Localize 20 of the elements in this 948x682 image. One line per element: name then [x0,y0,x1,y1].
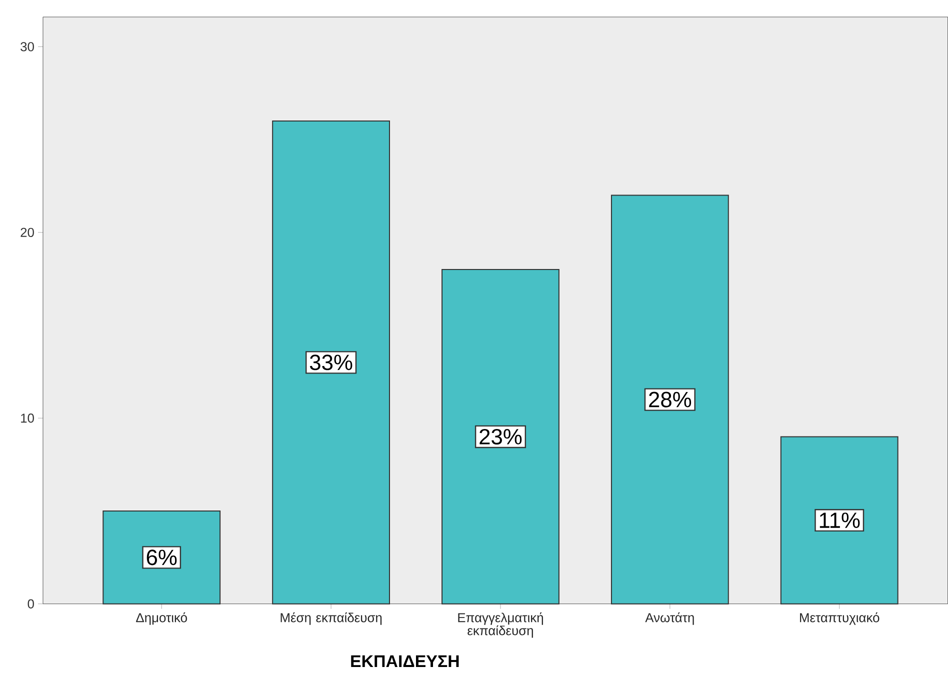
annotation: 6% [146,550,177,566]
annotation: 33% [310,354,352,370]
y-tick-label: 20 [20,228,34,238]
bar [102,510,221,604]
annotation: 28% [649,392,692,408]
bar [780,436,898,604]
y-tick-label: 30 [20,42,34,52]
x-tick-label: Μεταπτυχιακό [800,612,880,625]
y-tick-label: 0 [28,599,34,609]
annotation: 11% [820,512,860,528]
x-tick-label: Επαγγελματική εκπαίδευση [458,612,543,638]
bar [442,269,560,604]
x-tick-label: Δημοτικό [136,612,187,625]
x-tick-label: Μέση εκπαίδευση [280,612,382,625]
y-tick-label: 10 [21,414,34,423]
x-tick-label: Ανωτάτη [645,612,694,625]
annotation: 23% [480,429,522,445]
x-axis-title: ΕΚΠΑΙΔΕΥΣΗ [351,655,459,668]
bar [272,120,390,604]
bar [610,194,729,604]
